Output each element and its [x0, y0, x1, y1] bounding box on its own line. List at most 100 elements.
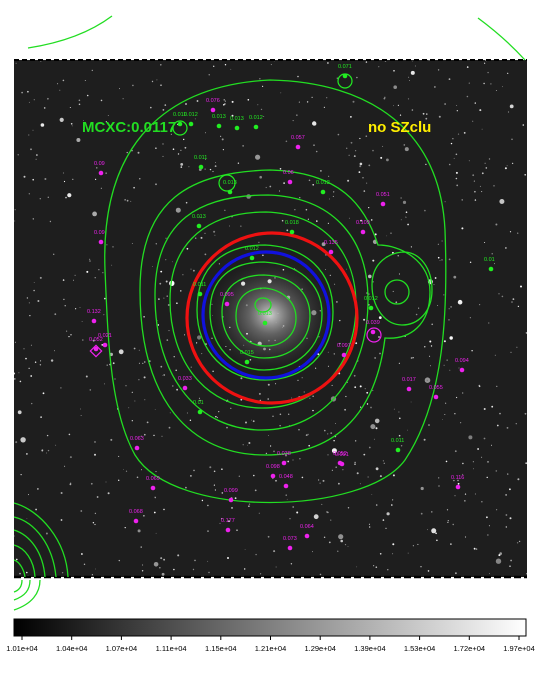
star	[184, 146, 187, 149]
star	[407, 98, 410, 100]
star	[198, 397, 200, 399]
star	[69, 107, 71, 108]
star	[491, 405, 494, 408]
star	[495, 470, 498, 472]
green-source-label: 0.015	[240, 350, 254, 356]
star	[39, 198, 41, 200]
star	[505, 514, 508, 516]
star	[67, 193, 72, 198]
star	[370, 406, 372, 409]
star	[484, 242, 486, 243]
star	[166, 339, 169, 341]
star	[370, 219, 373, 221]
star	[81, 553, 83, 555]
green-source-marker	[289, 229, 295, 235]
contour-subclump-inner	[384, 279, 410, 305]
star	[296, 511, 299, 514]
star	[37, 300, 40, 302]
star	[461, 227, 464, 230]
star	[456, 396, 458, 399]
sz-status-label: no SZclu	[368, 119, 431, 136]
star	[92, 522, 95, 524]
star	[253, 474, 255, 477]
star	[47, 196, 49, 198]
star	[450, 306, 452, 308]
star	[464, 536, 467, 538]
star	[180, 290, 182, 292]
star	[106, 364, 108, 366]
star	[417, 543, 419, 545]
star	[309, 397, 311, 399]
star	[447, 520, 449, 522]
star	[326, 97, 328, 99]
star	[378, 66, 380, 68]
star	[244, 568, 246, 570]
magenta-source-label: 0.132	[87, 309, 101, 315]
star	[494, 354, 496, 356]
star	[457, 479, 459, 482]
star	[479, 304, 481, 306]
star	[366, 403, 369, 405]
star	[379, 475, 382, 478]
star	[329, 274, 331, 276]
star	[505, 247, 507, 249]
green-source-label: 0.012	[249, 115, 263, 121]
star	[382, 519, 385, 521]
star	[55, 444, 57, 446]
region-marker	[89, 344, 103, 358]
star	[366, 391, 369, 394]
star	[159, 567, 161, 569]
green-source-label: 0.012	[245, 246, 259, 252]
contour-level-2	[139, 169, 431, 456]
colorbar	[13, 618, 527, 637]
star	[75, 308, 77, 310]
star	[469, 317, 471, 319]
star	[375, 566, 378, 568]
star	[312, 395, 314, 397]
star	[68, 433, 71, 436]
star	[337, 133, 340, 136]
star	[428, 60, 430, 61]
magenta-source-marker	[459, 367, 465, 373]
star	[450, 142, 453, 145]
green-source-label: 0.012	[364, 296, 378, 302]
star	[437, 305, 439, 306]
star	[212, 170, 214, 173]
star	[373, 565, 375, 567]
star	[437, 69, 440, 71]
star	[40, 416, 42, 418]
star	[185, 486, 187, 489]
star	[213, 470, 216, 473]
star	[350, 116, 352, 118]
star	[228, 520, 230, 523]
star	[422, 112, 425, 115]
star	[403, 144, 406, 146]
star	[415, 313, 418, 316]
star	[507, 473, 509, 475]
star	[205, 158, 207, 160]
star	[212, 315, 213, 316]
star	[275, 566, 277, 568]
star	[455, 171, 458, 174]
green-source-marker	[368, 305, 374, 311]
star	[409, 80, 410, 81]
magenta-source-marker	[150, 485, 156, 491]
star	[506, 165, 508, 167]
star	[237, 162, 240, 164]
star	[229, 349, 231, 351]
contour-bottom-left-5	[13, 559, 26, 578]
star	[69, 456, 72, 459]
star	[425, 117, 428, 120]
star	[356, 472, 359, 475]
star	[194, 559, 196, 562]
magenta-source-marker	[270, 473, 276, 479]
star	[323, 106, 325, 108]
r500-blue-circle	[201, 250, 331, 380]
star	[423, 438, 426, 441]
star	[94, 523, 96, 526]
star	[118, 455, 120, 457]
star	[138, 379, 140, 381]
star	[368, 304, 370, 306]
magenta-source-label: 0.051	[376, 192, 390, 198]
magenta-source-marker	[281, 460, 287, 466]
